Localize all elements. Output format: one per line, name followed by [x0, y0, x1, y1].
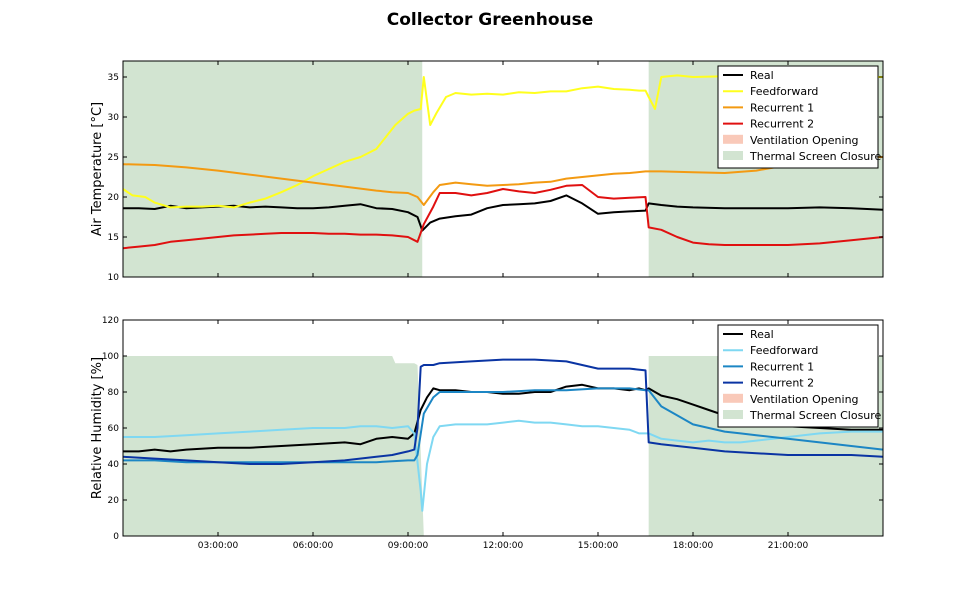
x-tick-label: 09:00:00	[388, 541, 429, 551]
y-tick-label: 40	[108, 460, 120, 470]
y-tick-label: 60	[108, 424, 120, 434]
humidity-axes: 0 20 40 60 80 100 120 03:00:00 06:00:00 09:00:00 1…	[90, 316, 884, 551]
y-tick-label: 20	[108, 496, 120, 506]
chart-title: Collector Greenhouse	[387, 10, 594, 30]
legend-label-vent: Ventilation Opening	[750, 134, 859, 147]
legend: Real Feedforward Recurrent 1 Recurrent 2 Ven…	[717, 65, 882, 169]
y-tick-label: 0	[113, 532, 119, 542]
x-tick-label: 03:00:00	[198, 541, 239, 551]
y-tick-label: 80	[108, 388, 120, 398]
series-line-real	[123, 383, 883, 453]
y-tick-label: 100	[102, 352, 119, 362]
y-tick-label: 20	[108, 193, 120, 203]
temperature-axes: 10 15 20 25 30 35 Air Temperature [°C] Real Feed…	[90, 60, 884, 283]
x-tick-label: 21:00:00	[768, 541, 809, 551]
x-tick-label: 18:00:00	[673, 541, 714, 551]
legend-swatch-screen	[723, 151, 743, 160]
series-line-recurrent-2	[123, 184, 883, 250]
plot-area	[123, 356, 883, 536]
legend-label-real: Real	[750, 69, 774, 82]
legend-label-ff: Feedforward	[750, 85, 818, 98]
thermal-screen-area	[123, 356, 883, 536]
series-line-real	[123, 194, 883, 232]
legend-label-r2: Recurrent 2	[750, 118, 814, 131]
y-tick-label: 15	[108, 233, 119, 243]
legend-label-r2: Recurrent 2	[750, 377, 814, 390]
y-tick-label: 120	[102, 316, 119, 326]
thermal-screen-band-1	[123, 61, 423, 277]
y-tick-label: 30	[108, 113, 120, 123]
x-tick-label: 06:00:00	[293, 541, 334, 551]
legend: Real Feedforward Recurrent 1 Recurrent 2 Ven…	[717, 324, 882, 428]
legend-label-real: Real	[750, 328, 774, 341]
series-line-recurrent-2	[123, 358, 883, 465]
legend-label-screen: Thermal Screen Closure	[749, 409, 882, 422]
series-line-feedforward	[123, 74, 883, 209]
y-axis-label: Air Temperature [°C]	[90, 102, 105, 236]
legend-label-ff: Feedforward	[750, 344, 818, 357]
y-tick-label: 10	[108, 273, 120, 283]
x-tick-label: 15:00:00	[578, 541, 619, 551]
y-tick-label: 25	[108, 153, 119, 163]
legend-label-r1: Recurrent 1	[750, 101, 814, 114]
series-line-recurrent-1	[123, 156, 883, 206]
y-tick-label: 35	[108, 73, 119, 83]
legend-box	[717, 324, 879, 428]
legend-swatch-vent	[723, 134, 743, 144]
x-tick-label: 12:00:00	[483, 541, 524, 551]
y-axis-label: Relative Humidity [%]	[90, 357, 105, 499]
series-line-feedforward	[123, 419, 883, 512]
legend-label-screen: Thermal Screen Closure	[749, 150, 882, 163]
legend-swatch-screen	[723, 410, 743, 419]
legend-swatch-vent	[723, 393, 743, 403]
legend-box	[717, 65, 879, 169]
legend-label-r1: Recurrent 1	[750, 360, 814, 373]
legend-label-vent: Ventilation Opening	[750, 393, 859, 406]
